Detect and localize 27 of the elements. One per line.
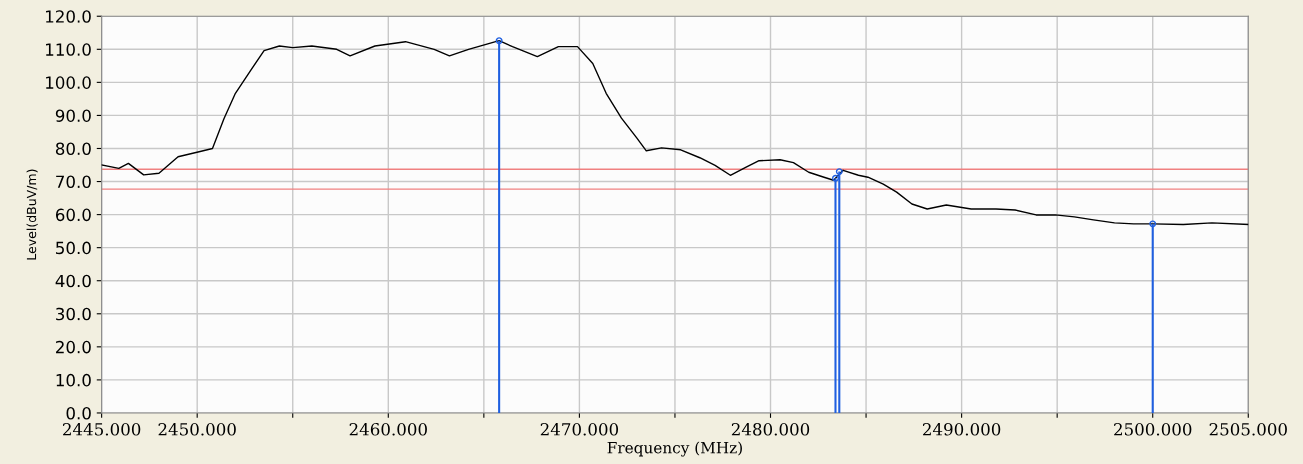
point [1149,220,1157,228]
x-tick-label: 2480.000 [731,422,810,436]
y-tick-label: 30.0 [56,307,91,321]
x-axis-title: Frequency (MHz) [607,441,742,457]
y-tick-label: 110.0 [46,43,91,56]
y-tick-label: 90.0 [55,109,91,122]
x-tick-label: 2500.000 [1114,422,1192,436]
x-tick-label: 2445.000 [63,422,141,436]
y-tick-label: 100.0 [46,76,91,89]
y-tick-label: 120.0 [46,10,91,23]
x-tick-label: 2490.000 [922,422,1001,436]
point [495,37,503,45]
point [832,174,839,182]
y-tick-label: 10.0 [56,373,91,387]
y-tick-label: 20.0 [56,340,91,354]
point [835,168,843,176]
y-tick-label: 70.0 [56,175,91,189]
y-tick-label: 40.0 [55,274,91,288]
x-tick-label: 2505.000 [1209,422,1287,436]
x-tick-label: 2450.000 [158,422,236,436]
y-axis-title: Level(dBuV/m) [26,169,38,260]
y-tick-label: 0.0 [66,406,91,420]
x-tick-label: 2470.000 [540,422,619,436]
y-tick-label: 60.0 [55,208,91,222]
y-tick-label: 80.0 [55,142,91,156]
y-tick-label: 50.0 [56,241,91,255]
x-tick-label: 2460.000 [349,422,427,436]
